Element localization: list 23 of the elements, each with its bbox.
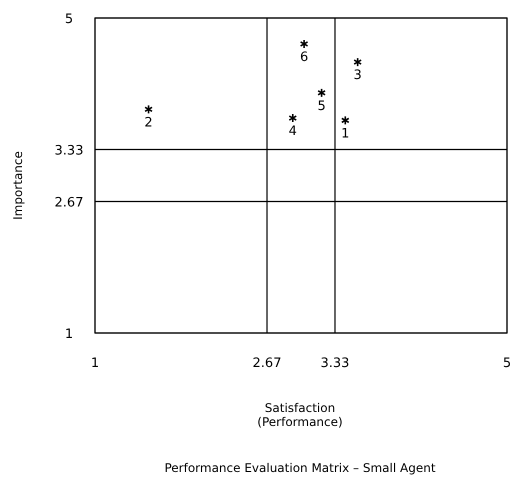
y-tick-label: 3.33 (54, 144, 84, 159)
annotation: 5 (317, 98, 326, 114)
x-tick-label: 3.33 (320, 356, 350, 371)
x-tick-label: 1 (90, 356, 100, 371)
annotation: 3 (354, 68, 362, 84)
point (353, 57, 362, 67)
annotation: 2 (144, 115, 153, 130)
text: Performance Evaluation Matrix – Small Agent (164, 461, 436, 475)
x-tick-label: 2.67 (252, 356, 282, 371)
y-tick-label: 2.67 (54, 195, 84, 210)
y-axis-title: Importance (11, 151, 25, 220)
point (144, 104, 153, 114)
x-axis-title: Satisfaction (Performance) (257, 401, 343, 429)
point (288, 113, 298, 123)
annotation: 1 (341, 126, 350, 142)
y-tick-label: 5 (64, 12, 74, 27)
point (300, 39, 308, 49)
point (341, 116, 350, 126)
annotation: 4 (288, 124, 297, 140)
y-tick-label: 1 (64, 327, 74, 342)
point (317, 88, 326, 98)
annotation: 6 (300, 50, 308, 65)
x-tick-label: 5 (502, 356, 511, 371)
